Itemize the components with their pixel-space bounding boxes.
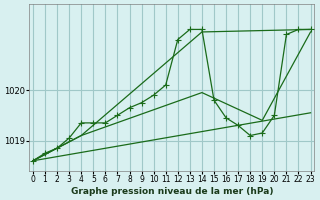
X-axis label: Graphe pression niveau de la mer (hPa): Graphe pression niveau de la mer (hPa) bbox=[70, 187, 273, 196]
